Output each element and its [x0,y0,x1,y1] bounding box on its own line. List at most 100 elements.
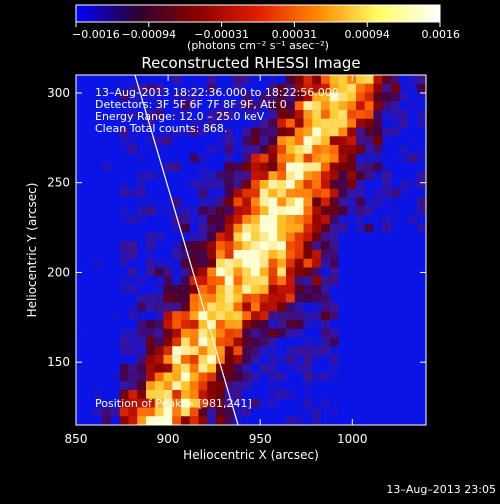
heatmap-cell [251,258,261,269]
heatmap-cell [76,145,86,155]
heatmap-cell [172,293,182,304]
heatmap-cell [242,215,252,225]
heatmap-cell [382,355,392,365]
heatmap-cell [224,92,235,102]
heatmap-cell [233,241,243,251]
heatmap-cell [321,416,331,425]
heatmap-cell [391,215,401,225]
heatmap-cell [181,197,191,207]
heatmap-cell [329,407,340,417]
heatmap-cell [277,171,287,181]
heatmap-cell [268,250,278,260]
heatmap-cell [347,293,357,304]
heatmap-cell [216,223,226,234]
heatmap-cell [111,398,121,409]
heatmap-cell [382,188,392,199]
heatmap-cell [163,241,173,251]
heatmap-cell [119,381,130,391]
heatmap-cell [391,127,401,137]
heatmap-cell [84,302,95,312]
heatmap-cell [312,145,322,155]
heatmap-cell [102,223,112,234]
heatmap-cell [399,127,410,137]
heatmap-cell [417,407,426,417]
heatmap-cell [417,162,426,172]
heatmap-cell [146,241,156,251]
heatmap-cell [102,416,112,425]
heatmap-cell [259,250,270,260]
heatmap-cell [347,250,357,260]
heatmap-cell [399,346,410,356]
heatmap-cell [172,285,182,295]
heatmap-cell [338,83,348,94]
heatmap-cell [373,346,383,356]
heatmap-cell [391,293,401,304]
heatmap-cell [329,197,340,207]
heatmap-cell [119,276,130,286]
heatmap-cell [76,302,86,312]
heatmap-cell [242,118,252,129]
heatmap-cell [294,381,305,391]
heatmap-cell [84,285,95,295]
heatmap-cell [102,127,112,137]
heatmap-cell [391,320,401,330]
heatmap-cell [119,250,130,260]
heatmap-cell [154,407,165,417]
heatmap-cell [364,153,375,164]
heatmap-cell [356,355,366,365]
heatmap-cell [207,206,217,216]
heatmap-cell [268,101,278,111]
heatmap-cell [321,101,331,111]
heatmap-cell [154,136,165,146]
heatmap-cell [128,101,138,111]
heatmap-cell [286,320,296,330]
heatmap-cell [163,390,173,400]
y-tick-label: 150 [47,355,70,369]
heatmap-cell [172,206,182,216]
heatmap-cell [338,118,348,129]
heatmap-cell [347,118,357,129]
heatmap-cell [233,337,243,347]
heatmap-cell [207,241,217,251]
heatmap-cell [189,215,200,225]
heatmap-cell [312,276,322,286]
heatmap-cell [329,372,340,382]
heatmap-cell [189,416,200,425]
heatmap-cell [102,320,112,330]
heatmap-cell [128,145,138,155]
y-axis-label: Heliocentric Y (arcsec) [25,183,39,318]
heatmap-cell [373,180,383,190]
heatmap-cell [102,241,112,251]
heatmap-cell [286,328,296,339]
heatmap-cell [417,188,426,199]
heatmap-cell [312,328,322,339]
heatmap-cell [329,232,340,242]
heatmap-cell [189,162,200,172]
heatmap-cell [163,110,173,120]
heatmap-cell [84,153,95,164]
heatmap-cell [347,320,357,330]
heatmap-cell [417,145,426,155]
heatmap-cell [251,381,261,391]
heatmap-cell [216,136,226,146]
heatmap-cell [408,346,418,356]
heatmap-cell [338,92,348,102]
heatmap-cell [233,92,243,102]
heatmap-cell [233,258,243,269]
heatmap-cell [408,337,418,347]
heatmap-cell [198,311,208,321]
heatmap-cell [417,215,426,225]
heatmap-cell [189,337,200,347]
heatmap-cell [321,346,331,356]
heatmap-cell [338,101,348,111]
heatmap-cell [356,372,366,382]
heatmap-cell [146,258,156,269]
heatmap-cell [111,320,121,330]
heatmap-cell [329,215,340,225]
heatmap-cell [417,302,426,312]
heatmap-cell [268,320,278,330]
heatmap-cell [321,162,331,172]
heatmap-cell [347,180,357,190]
heatmap-cell [181,75,191,85]
heatmap-cell [303,110,313,120]
